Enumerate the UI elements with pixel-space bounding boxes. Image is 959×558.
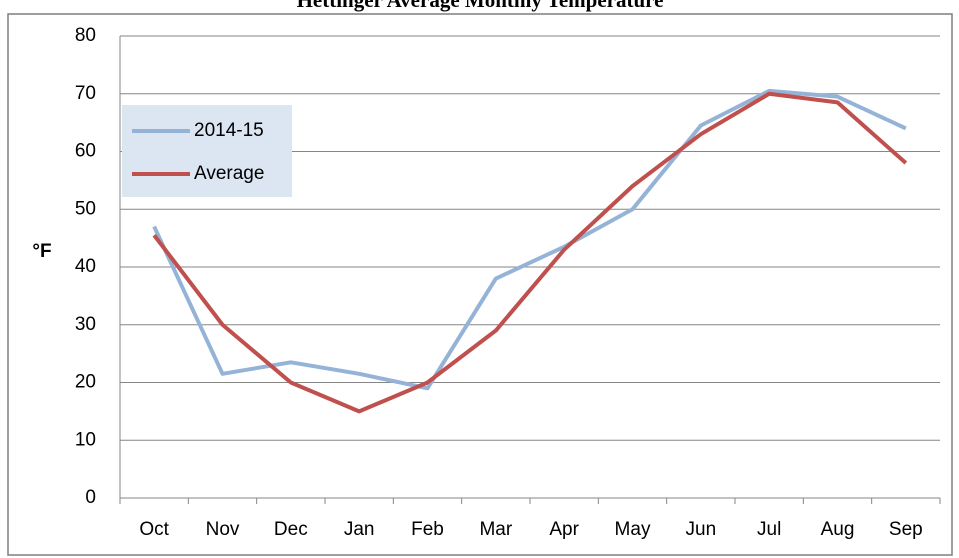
- legend-label: 2014-15: [194, 120, 264, 141]
- y-tick-label: 50: [75, 198, 96, 219]
- x-tick-label: Oct: [139, 519, 169, 540]
- x-tick-label: Jun: [686, 519, 717, 540]
- y-tick-label: 40: [75, 256, 96, 277]
- x-tick-label: Jul: [757, 519, 781, 540]
- y-tick-label: 60: [75, 141, 96, 162]
- x-tick-label: Feb: [411, 519, 444, 540]
- series-line: [152, 91, 908, 414]
- chart-frame: [7, 13, 953, 556]
- y-axis-label: °F: [32, 241, 51, 262]
- x-tick-label: Dec: [274, 519, 308, 540]
- y-tick-label: 70: [75, 83, 96, 104]
- y-tick-label: 80: [75, 25, 96, 46]
- x-tick-label: Jan: [344, 519, 375, 540]
- x-tick-label: Nov: [206, 519, 240, 540]
- y-tick-label: 10: [75, 429, 96, 450]
- x-tick-label: Aug: [821, 519, 855, 540]
- x-tick-label: Sep: [889, 519, 923, 540]
- y-tick-label: 20: [75, 372, 96, 393]
- x-tick-label: Mar: [479, 519, 512, 540]
- x-tick-label: Apr: [549, 519, 579, 540]
- series-line: [152, 88, 907, 391]
- legend-label: Average: [194, 163, 264, 184]
- chart-title: Hettinger Average Monthly Temperature: [297, 0, 664, 12]
- y-tick-label: 0: [85, 487, 96, 508]
- y-tick-label: 30: [75, 314, 96, 335]
- x-tick-label: May: [615, 519, 651, 540]
- legend-box: [122, 105, 292, 197]
